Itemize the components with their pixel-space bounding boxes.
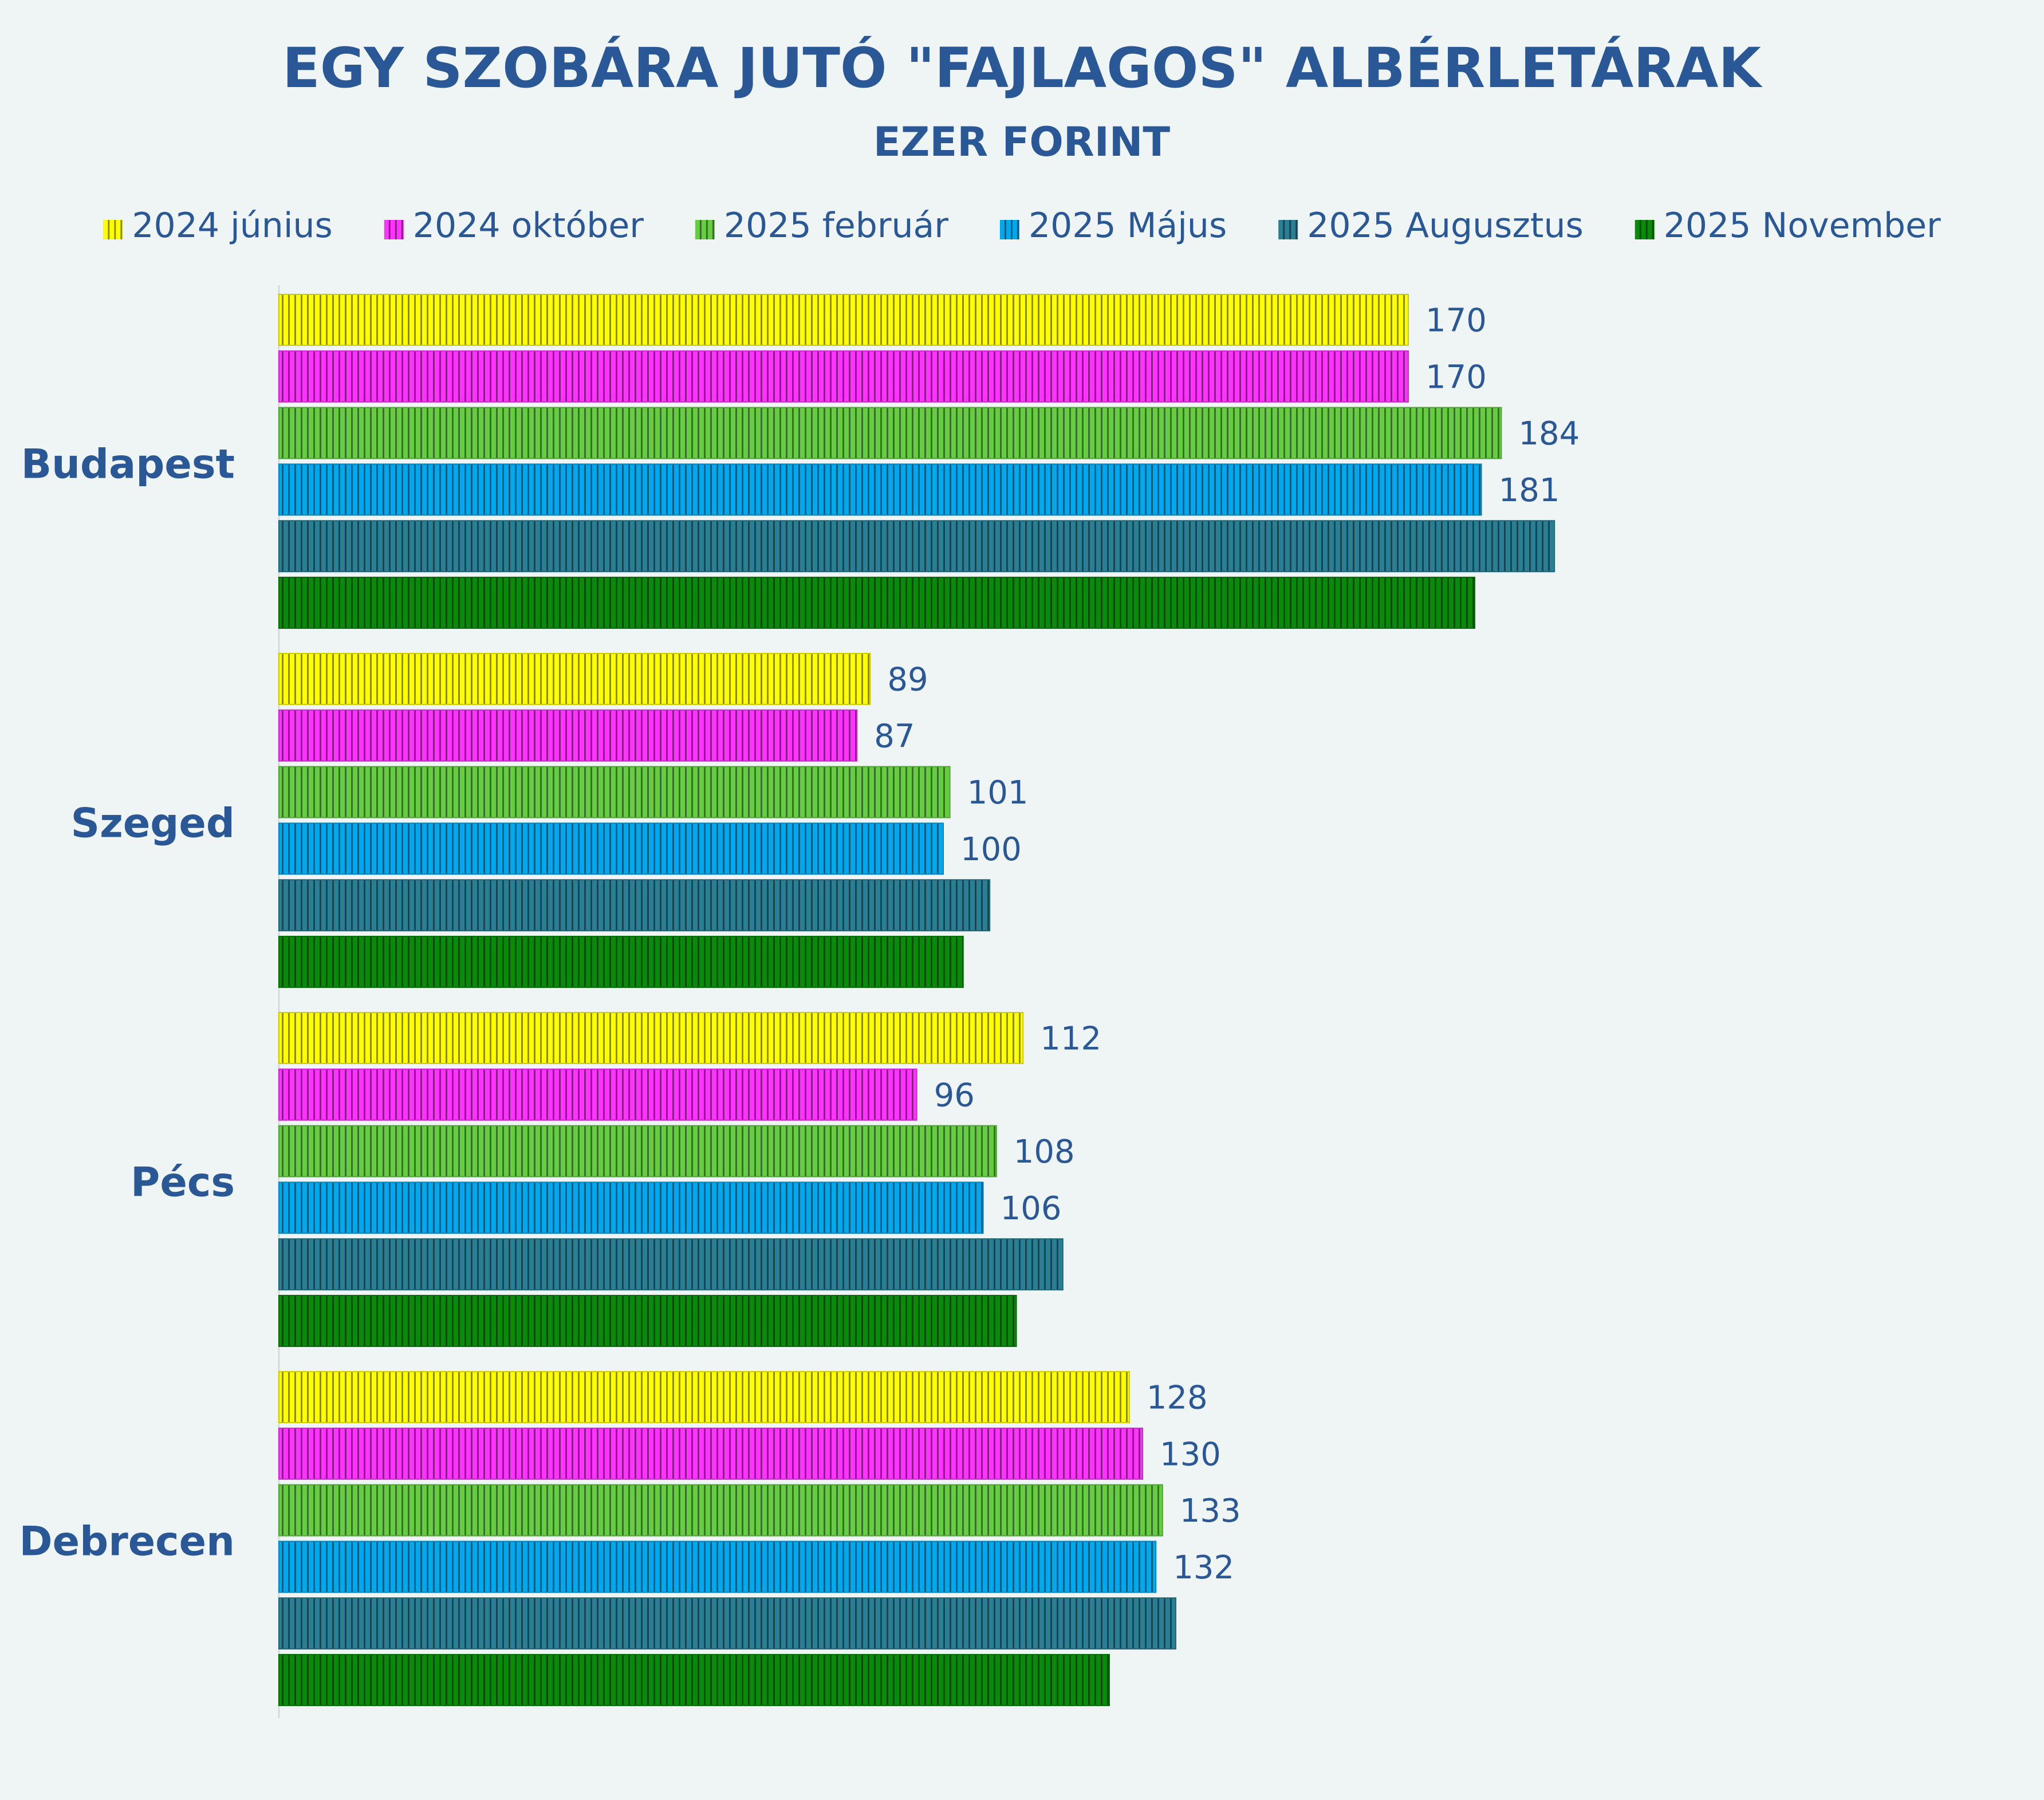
data-label: 101: [967, 774, 1029, 812]
legend-item-2025-november: 2025 November: [1635, 206, 1941, 246]
legend-item-2025-februar: 2025 február: [695, 206, 948, 246]
legend-swatch: [1278, 220, 1298, 239]
category-label-pecs: Pécs: [131, 1159, 235, 1206]
data-label: 181: [1499, 472, 1560, 509]
bar-budapest-2024-oktober: [278, 350, 1409, 403]
data-label: 133: [1180, 1492, 1241, 1530]
chart-title: EGY SZOBÁRA JUTÓ "FAJLAGOS" ALBÉRLETÁRAK: [282, 36, 1763, 100]
legend-item-2025-augusztus: 2025 Augusztus: [1278, 206, 1584, 246]
data-label: 96: [934, 1077, 975, 1114]
legend-item-2024-oktober: 2024 október: [384, 206, 644, 246]
category-labels: Budapest Szeged Pécs Debrecen: [19, 440, 235, 1565]
bar-pecs-2025-augusztus: [278, 1238, 1064, 1291]
bar-debrecen-2024-oktober: [278, 1427, 1143, 1480]
legend-swatch: [695, 220, 715, 239]
data-label: 112: [1040, 1021, 1101, 1058]
legend-label: 2025 február: [724, 206, 948, 246]
bar-debrecen-2025-februar: [278, 1484, 1163, 1537]
bar-szeged-2024-junius: [278, 653, 871, 705]
bar-debrecen-2025-augusztus: [278, 1597, 1176, 1650]
bar-szeged-2025-november: [278, 936, 964, 988]
legend-swatch: [384, 220, 404, 239]
bar-pecs-2024-junius: [278, 1012, 1024, 1064]
legend-item-2024-junius: 2024 június: [103, 206, 333, 246]
legend-label: 2025 Május: [1029, 206, 1227, 246]
bar-budapest-2025-augusztus: [278, 520, 1555, 573]
data-label: 170: [1425, 302, 1487, 340]
category-label-debrecen: Debrecen: [19, 1518, 235, 1565]
bar-budapest-2024-junius: [278, 294, 1409, 346]
bar-pecs-2024-oktober: [278, 1068, 917, 1121]
data-label: 87: [874, 718, 915, 755]
chart-subtitle: EZER FORINT: [873, 119, 1171, 166]
bar-budapest-2025-februar: [278, 407, 1502, 459]
bar-budapest-2025-majus: [278, 463, 1482, 516]
bar-debrecen-2025-majus: [278, 1541, 1157, 1593]
data-label: 89: [887, 661, 928, 699]
data-labels: 170 170 184 181 89 87 101 100 112 96 108 106 128 130 1…: [874, 302, 1580, 1586]
legend-swatch: [999, 220, 1019, 239]
bar-debrecen-2025-november: [278, 1654, 1110, 1706]
bar-debrecen-2024-junius: [278, 1371, 1130, 1423]
bar-budapest-2025-november: [278, 577, 1475, 629]
bar-pecs-2025-majus: [278, 1181, 984, 1234]
data-label: 130: [1160, 1436, 1221, 1473]
bar-pecs-2025-november: [278, 1295, 1017, 1347]
category-label-szeged: Szeged: [71, 799, 235, 846]
legend-label: 2025 Augusztus: [1307, 206, 1584, 246]
data-label: 100: [960, 831, 1022, 868]
legend: 2024 június 2024 október 2025 február 2025 …: [103, 206, 1941, 246]
legend-swatch: [1635, 220, 1655, 239]
legend-item-2025-majus: 2025 Május: [999, 206, 1227, 246]
data-label: 132: [1173, 1549, 1234, 1586]
legend-label: 2024 június: [132, 206, 332, 246]
bar-szeged-2025-augusztus: [278, 879, 991, 932]
bar-szeged-2025-februar: [278, 766, 951, 818]
bar-szeged-2024-oktober: [278, 709, 858, 762]
legend-swatch: [103, 220, 123, 239]
data-label: 184: [1518, 415, 1580, 452]
data-label: 106: [1001, 1190, 1062, 1227]
legend-label: 2025 November: [1664, 206, 1941, 246]
data-label: 170: [1425, 359, 1487, 396]
data-label: 128: [1147, 1380, 1208, 1417]
legend-label: 2024 október: [413, 206, 644, 246]
bar-pecs-2025-februar: [278, 1125, 997, 1177]
data-label: 108: [1014, 1133, 1075, 1171]
bar-szeged-2025-majus: [278, 822, 944, 875]
bars: [278, 294, 1555, 1706]
category-label-budapest: Budapest: [21, 440, 235, 487]
